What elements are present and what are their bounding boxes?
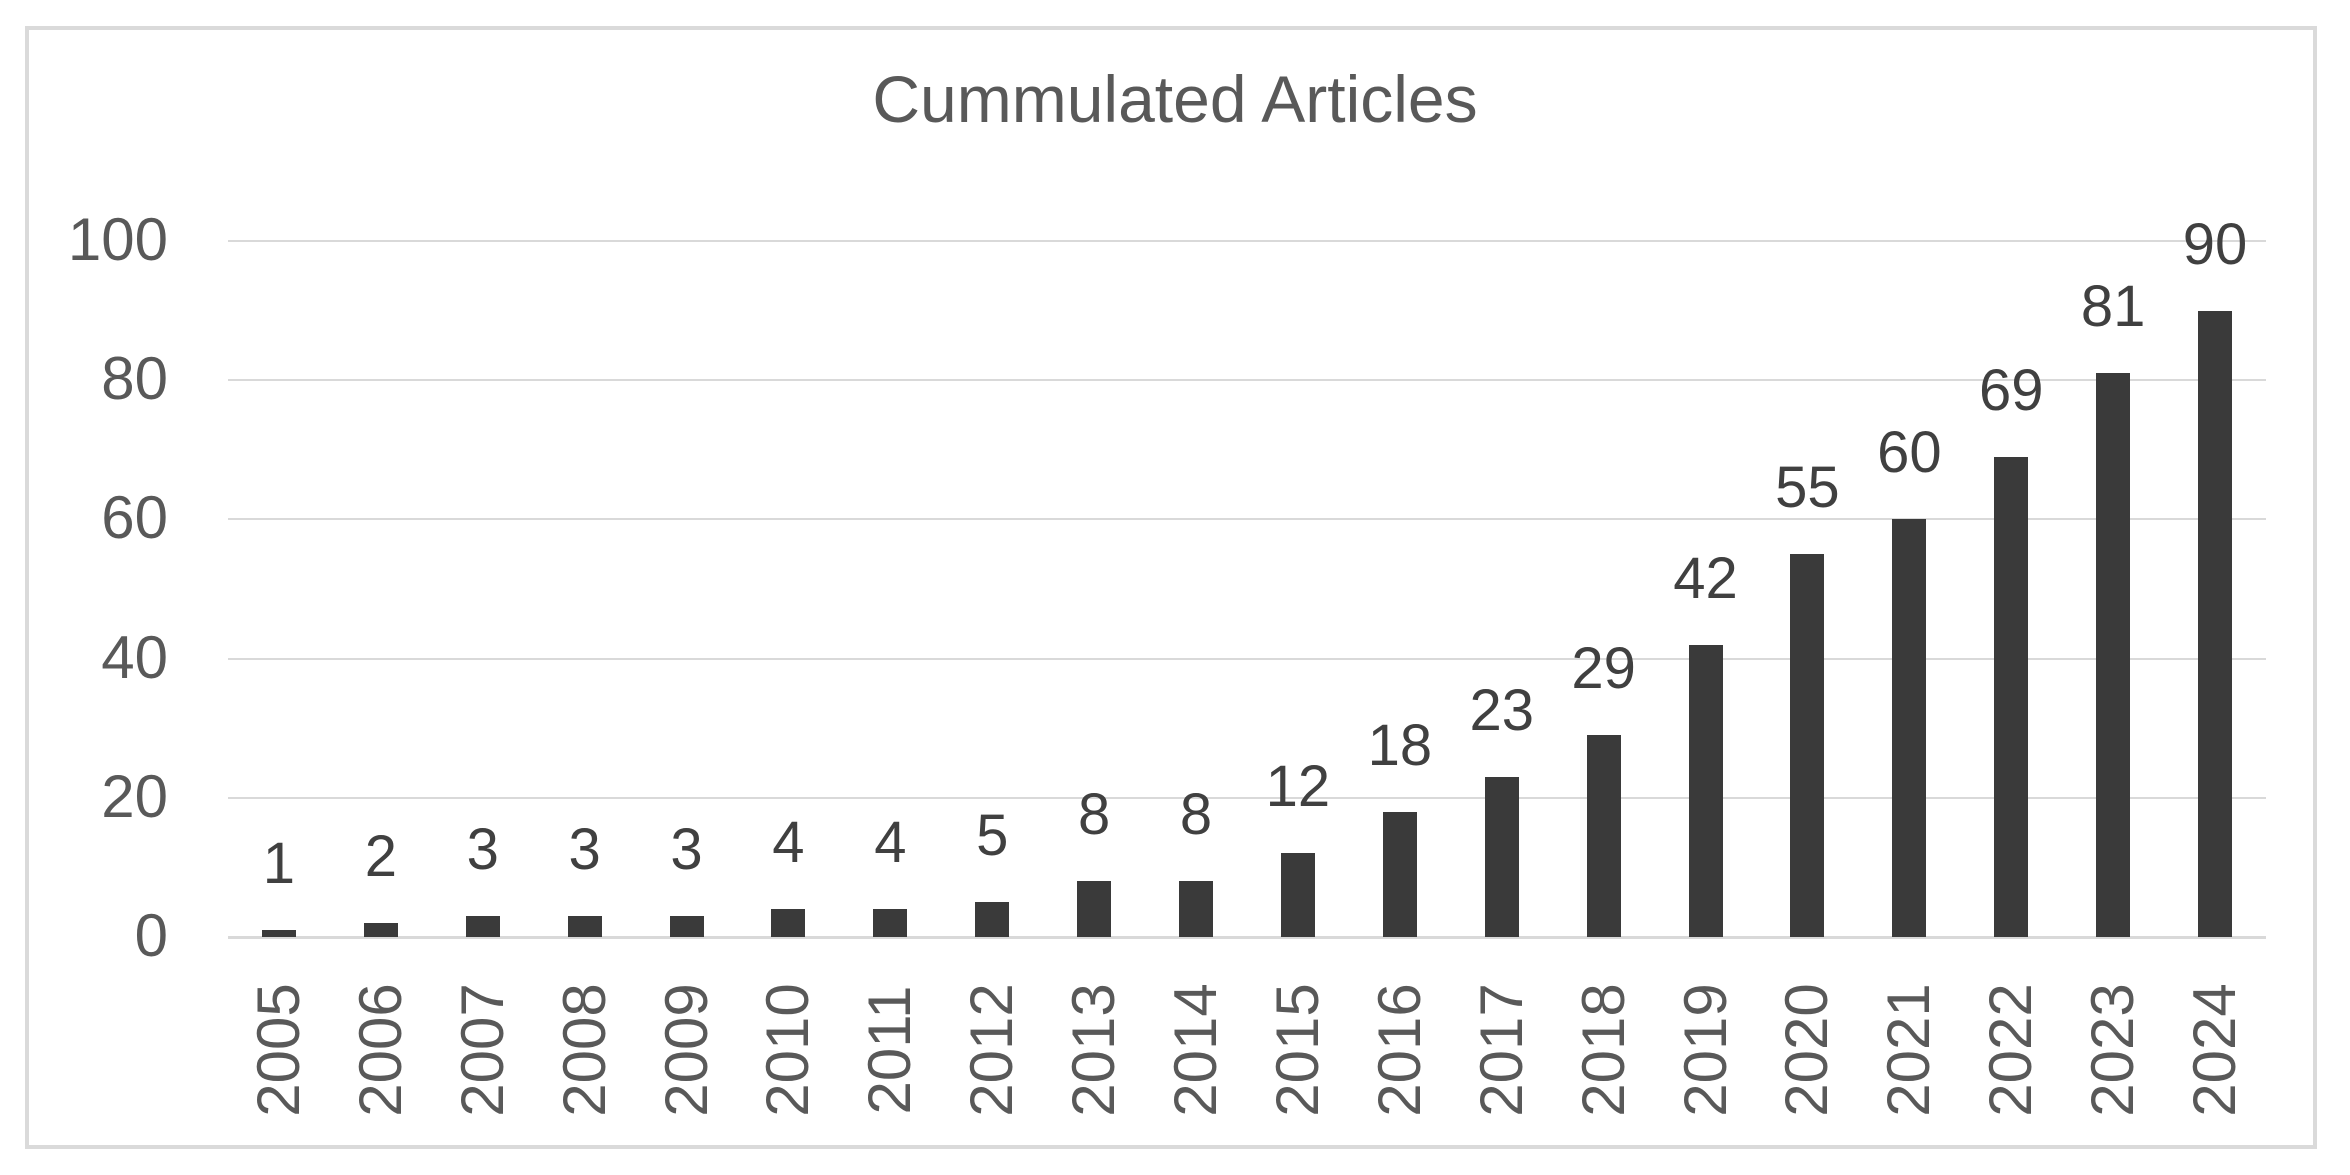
x-axis-label-2021: 2021 (1875, 983, 1943, 1117)
x-axis-label-2015: 2015 (1263, 983, 1331, 1117)
gridline-80 (228, 379, 2266, 382)
bar-2006 (364, 923, 398, 937)
bar-2024 (2198, 311, 2232, 937)
x-axis-label-2013: 2013 (1060, 983, 1128, 1117)
x-axis-label-2020: 2020 (1773, 983, 1841, 1117)
bar-2015 (1281, 853, 1315, 937)
bar-2007 (466, 916, 500, 937)
bar-value-label-2017: 23 (1469, 678, 1535, 743)
bar-2018 (1587, 735, 1621, 937)
bar-value-label-2018: 29 (1571, 636, 1636, 701)
bar-value-label-2020: 55 (1775, 455, 1840, 520)
bar-value-label-2006: 2 (364, 824, 397, 889)
x-axis-label-2016: 2016 (1365, 983, 1433, 1117)
bar-2010 (771, 909, 805, 937)
bar-2022 (1994, 457, 2028, 937)
y-axis-label-60: 60 (101, 484, 168, 552)
bar-value-label-2013: 8 (1078, 782, 1111, 847)
bar-value-label-2010: 4 (772, 810, 805, 875)
x-axis-label-2024: 2024 (2181, 983, 2249, 1117)
x-axis-label-2007: 2007 (448, 983, 516, 1117)
bar-2017 (1485, 777, 1519, 937)
x-axis-label-2010: 2010 (754, 983, 822, 1117)
bar-2005 (262, 930, 296, 937)
bar-value-label-2015: 12 (1265, 754, 1331, 819)
gridline-40 (228, 657, 2266, 660)
bar-2009 (670, 916, 704, 937)
x-axis-label-2011: 2011 (856, 985, 924, 1115)
x-axis-label-2017: 2017 (1467, 983, 1535, 1117)
y-axis-label-100: 100 (67, 205, 168, 273)
bar-value-label-2005: 1 (262, 831, 296, 896)
x-axis-label-2006: 2006 (346, 983, 414, 1117)
x-axis-label-2022: 2022 (1977, 983, 2045, 1117)
bar-value-label-2022: 69 (1978, 358, 2044, 423)
bar-2021 (1892, 519, 1926, 937)
bar-value-label-2011: 4 (874, 810, 907, 875)
gridline-60 (228, 518, 2266, 521)
x-axis-label-2005: 2005 (244, 983, 312, 1117)
x-axis-label-2009: 2009 (652, 983, 720, 1117)
y-axis-label-40: 40 (101, 623, 168, 691)
x-axis-label-2018: 2018 (1569, 983, 1637, 1117)
y-axis-label-80: 80 (101, 344, 168, 412)
bar-value-label-2008: 3 (568, 817, 601, 882)
bar-value-label-2012: 5 (976, 803, 1009, 868)
y-axis-label-0: 0 (134, 901, 168, 969)
x-axis-label-2008: 2008 (550, 983, 618, 1117)
bar-2013 (1077, 881, 1111, 937)
bar-value-label-2009: 3 (670, 817, 703, 882)
gridline-100 (228, 240, 2266, 242)
y-axis-label-20: 20 (101, 762, 168, 830)
bar-2014 (1179, 881, 1213, 937)
bar-2011 (873, 909, 907, 937)
x-axis-label-2014: 2014 (1162, 983, 1230, 1117)
x-axis-line (228, 936, 2266, 939)
bar-value-label-2019: 42 (1673, 546, 1738, 611)
bar-value-label-2024: 90 (2182, 212, 2248, 277)
bar-2023 (2096, 373, 2130, 937)
gridline-20 (228, 796, 2266, 799)
x-axis-label-2019: 2019 (1671, 983, 1739, 1117)
chart-title: Cummulated Articles (872, 62, 1478, 136)
bar-value-label-2016: 18 (1367, 713, 1433, 778)
bar-2020 (1790, 554, 1824, 937)
chart-frame-border (25, 26, 2317, 1149)
bar-2019 (1689, 645, 1723, 937)
x-axis-label-2023: 2023 (2079, 983, 2147, 1117)
bar-value-label-2023: 81 (2080, 274, 2146, 339)
bar-value-label-2014: 8 (1179, 782, 1213, 847)
bar-2012 (975, 902, 1009, 937)
x-axis-label-2012: 2012 (958, 983, 1026, 1117)
bar-value-label-2021: 60 (1877, 420, 1942, 485)
bar-2016 (1383, 812, 1417, 937)
bar-value-label-2007: 3 (466, 817, 499, 882)
bar-2008 (568, 916, 602, 937)
